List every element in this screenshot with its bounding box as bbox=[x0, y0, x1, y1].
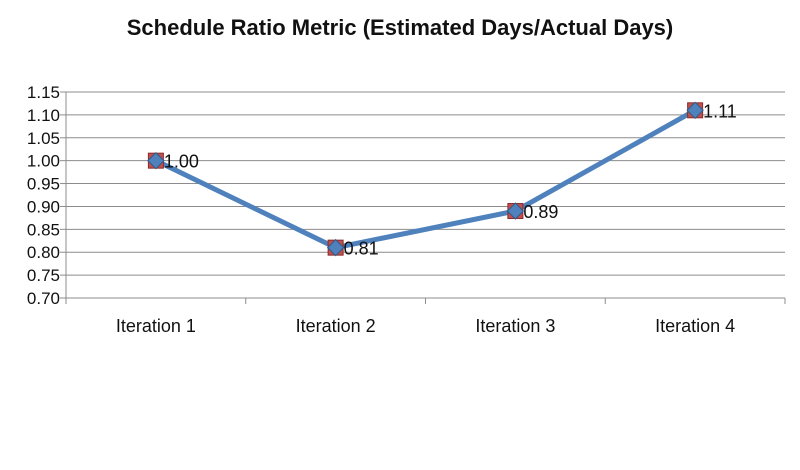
y-tick-label: 0.85 bbox=[27, 220, 60, 239]
data-markers bbox=[147, 101, 704, 257]
x-tick-labels: Iteration 1 Iteration 2 Iteration 3 Iterati… bbox=[116, 316, 735, 336]
x-tick-label: Iteration 4 bbox=[655, 316, 735, 336]
y-tick-label: 0.75 bbox=[27, 266, 60, 285]
grid-lines bbox=[66, 91, 785, 299]
y-tick-labels: 0.70 0.75 0.80 0.85 0.90 0.95 1.00 1.05 1.10 1.15 bbox=[27, 83, 60, 308]
x-tick-label: Iteration 3 bbox=[475, 316, 555, 336]
y-tick-label: 1.05 bbox=[27, 129, 60, 148]
data-label: 0.89 bbox=[523, 202, 558, 222]
data-label: 0.81 bbox=[344, 239, 379, 259]
diamond-marker bbox=[686, 101, 704, 120]
series-line-path bbox=[153, 107, 698, 251]
x-tick-label: Iteration 1 bbox=[116, 316, 196, 336]
data-point bbox=[147, 151, 165, 170]
diamond-marker bbox=[326, 238, 345, 257]
data-labels: 1.00 0.81 0.89 1.11 bbox=[164, 101, 737, 258]
data-label: 1.11 bbox=[703, 101, 737, 121]
y-tick-label: 0.90 bbox=[27, 197, 60, 216]
data-point bbox=[506, 202, 525, 220]
chart-title: Schedule Ratio Metric (Estimated Days/Ac… bbox=[127, 15, 674, 40]
data-point bbox=[686, 101, 704, 120]
data-point bbox=[326, 238, 345, 257]
x-tick-label: Iteration 2 bbox=[296, 316, 376, 336]
diamond-marker bbox=[506, 202, 525, 220]
data-label: 1.00 bbox=[164, 152, 199, 172]
y-tick-label: 0.95 bbox=[27, 175, 60, 194]
axes bbox=[60, 91, 786, 304]
diamond-marker bbox=[147, 151, 165, 170]
y-tick-label: 1.15 bbox=[27, 83, 60, 102]
y-tick-label: 0.70 bbox=[27, 289, 60, 308]
series-line bbox=[153, 107, 698, 251]
y-tick-label: 1.00 bbox=[27, 152, 60, 171]
y-tick-label: 0.80 bbox=[27, 243, 60, 262]
y-tick-label: 1.10 bbox=[27, 106, 60, 125]
